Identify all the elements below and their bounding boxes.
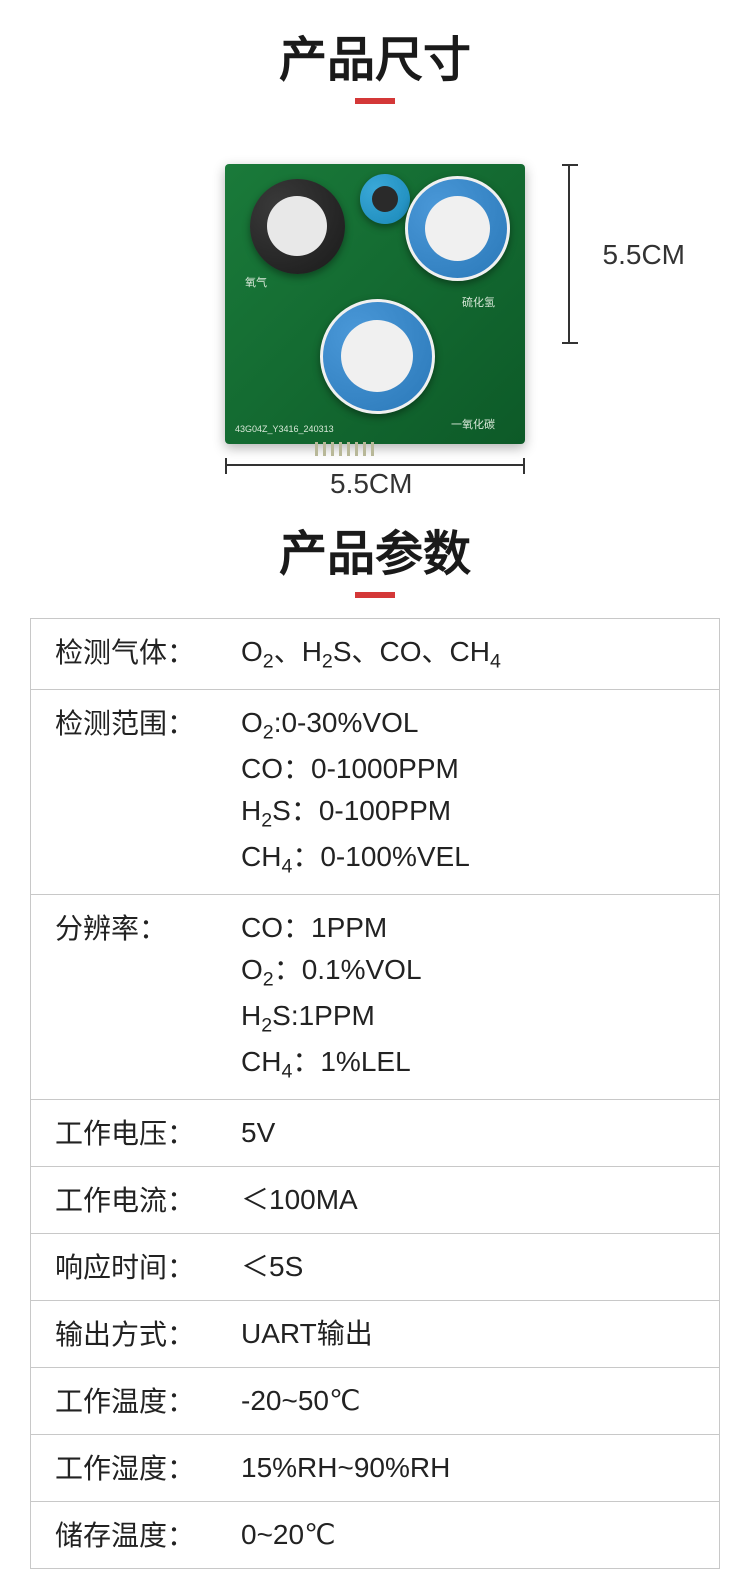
- sensor-ch4: [360, 174, 410, 224]
- spec-label: 分辨率：: [31, 895, 231, 1099]
- spec-value-line: CO：1PPM: [241, 907, 709, 949]
- spec-row: 工作电流：＜100MA: [31, 1167, 719, 1234]
- title-underline: [355, 98, 395, 104]
- product-dimension-diagram: 43G04Z_Y3416_240313 氧气 硫化氢 一氧化碳 5.5CM 5.…: [0, 114, 750, 494]
- pcb-code: 43G04Z_Y3416_240313: [235, 424, 334, 434]
- spec-value: 15%RH~90%RH: [231, 1435, 719, 1501]
- dimension-width-label: 5.5CM: [330, 468, 412, 500]
- spec-value: UART输出: [231, 1301, 719, 1367]
- specs-title: 产品参数: [0, 494, 750, 608]
- spec-row: 工作湿度：15%RH~90%RH: [31, 1435, 719, 1502]
- spec-row: 工作温度：-20~50℃: [31, 1368, 719, 1435]
- spec-value-line: 5V: [241, 1112, 709, 1154]
- sensor-oxygen: [250, 179, 345, 274]
- spec-value: 5V: [231, 1100, 719, 1166]
- spec-value-line: CO：0-1000PPM: [241, 748, 709, 790]
- spec-row: 分辨率：CO：1PPMO2：0.1%VOLH2S:1PPMCH4：1%LEL: [31, 895, 719, 1100]
- spec-row: 输出方式：UART输出: [31, 1301, 719, 1368]
- spec-value: CO：1PPMO2：0.1%VOLH2S:1PPMCH4：1%LEL: [231, 895, 719, 1099]
- dimensions-title: 产品尺寸: [0, 0, 750, 114]
- spec-label: 工作电压：: [31, 1100, 231, 1166]
- spec-row: 储存温度：0~20℃: [31, 1502, 719, 1568]
- spec-value: -20~50℃: [231, 1368, 719, 1434]
- spec-label: 响应时间：: [31, 1234, 231, 1300]
- dimensions-heading: 产品尺寸: [279, 20, 471, 90]
- spec-value-line: UART输出: [241, 1313, 709, 1355]
- spec-value-line: ＜100MA: [241, 1179, 709, 1221]
- spec-row: 工作电压：5V: [31, 1100, 719, 1167]
- spec-row: 响应时间：＜5S: [31, 1234, 719, 1301]
- spec-label: 储存温度：: [31, 1502, 231, 1568]
- spec-row: 检测气体：O2、H2S、CO、CH4: [31, 619, 719, 690]
- spec-value: 0~20℃: [231, 1502, 719, 1568]
- spec-value-line: ＜5S: [241, 1246, 709, 1288]
- pcb-label-h2s: 硫化氢: [462, 294, 495, 310]
- spec-value: ＜100MA: [231, 1167, 719, 1233]
- spec-value-line: O2：0.1%VOL: [241, 949, 709, 995]
- spec-label: 输出方式：: [31, 1301, 231, 1367]
- spec-label: 工作温度：: [31, 1368, 231, 1434]
- pcb-pins: [315, 442, 374, 456]
- spec-value-line: 15%RH~90%RH: [241, 1447, 709, 1489]
- dimension-line-horizontal: [225, 464, 525, 466]
- spec-label: 检测气体：: [31, 619, 231, 689]
- spec-row: 检测范围：O2:0-30%VOLCO：0-1000PPMH2S：0-100PPM…: [31, 690, 719, 895]
- title-underline: [355, 592, 395, 598]
- sensor-co: [320, 299, 435, 414]
- dimension-line-vertical: [568, 164, 570, 344]
- pcb-label-co: 一氧化碳: [451, 416, 495, 432]
- spec-value: ＜5S: [231, 1234, 719, 1300]
- spec-value-line: 0~20℃: [241, 1514, 709, 1556]
- spec-value-line: O2、H2S、CO、CH4: [241, 631, 709, 677]
- spec-label: 工作湿度：: [31, 1435, 231, 1501]
- spec-value-line: H2S:1PPM: [241, 995, 709, 1041]
- spec-value-line: CH4：0-100%VEL: [241, 836, 709, 882]
- sensor-h2s: [405, 176, 510, 281]
- pcb-board: 43G04Z_Y3416_240313 氧气 硫化氢 一氧化碳: [225, 164, 525, 444]
- spec-value: O2、H2S、CO、CH4: [231, 619, 719, 689]
- spec-value: O2:0-30%VOLCO：0-1000PPMH2S：0-100PPMCH4：0…: [231, 690, 719, 894]
- spec-value-line: CH4：1%LEL: [241, 1041, 709, 1087]
- spec-table: 检测气体：O2、H2S、CO、CH4检测范围：O2:0-30%VOLCO：0-1…: [30, 618, 720, 1569]
- dimension-height-label: 5.5CM: [603, 239, 685, 271]
- spec-value-line: -20~50℃: [241, 1380, 709, 1422]
- pcb-label-oxygen: 氧气: [245, 274, 267, 290]
- spec-value-line: O2:0-30%VOL: [241, 702, 709, 748]
- spec-label: 检测范围：: [31, 690, 231, 894]
- spec-value-line: H2S：0-100PPM: [241, 790, 709, 836]
- spec-label: 工作电流：: [31, 1167, 231, 1233]
- specs-heading: 产品参数: [279, 514, 471, 584]
